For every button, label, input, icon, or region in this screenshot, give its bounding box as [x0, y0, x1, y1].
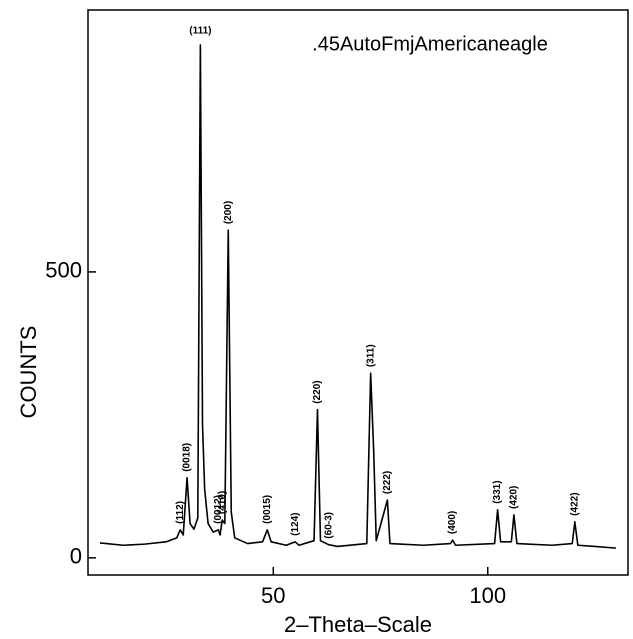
y-axis-label: COUNTS: [16, 326, 41, 419]
peak-label: (410): [217, 491, 228, 514]
peak-label: (200): [223, 201, 234, 224]
peak-label: (400): [447, 511, 458, 534]
peak-label: (111): [189, 26, 211, 37]
peak-label: (60-3): [323, 512, 334, 539]
x-tick-label: 100: [469, 583, 506, 608]
peak-label: (0015): [262, 495, 273, 524]
plot-frame: [87, 9, 629, 576]
peak-label: (222): [382, 471, 393, 494]
peak-label: (422): [569, 492, 580, 515]
peak-label: (0018): [182, 443, 193, 472]
peak-label: (331): [492, 480, 503, 503]
y-tick-label: 500: [45, 258, 82, 283]
peak-label: (420): [509, 486, 520, 509]
data-line: [99, 44, 617, 549]
x-axis-label: 2–Theta–Scale: [284, 612, 432, 637]
peak-label: (220): [312, 380, 323, 403]
peak-label: (124): [290, 512, 301, 535]
y-tick-label: 0: [70, 544, 82, 569]
x-tick-label: 50: [261, 583, 285, 608]
peak-label: (112): [175, 501, 186, 524]
peak-label: (0012): [213, 495, 224, 524]
peak-label: (311): [365, 344, 376, 367]
chart-title: .45AutoFmjAmericaneagle: [312, 33, 548, 55]
